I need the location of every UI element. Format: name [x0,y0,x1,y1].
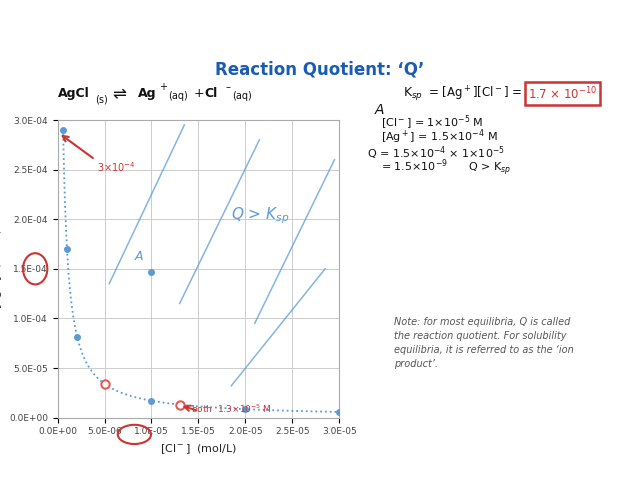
Text: ⇌: ⇌ [112,84,126,103]
Text: both  1.3$\times$10$^{-5}$ M: both 1.3$\times$10$^{-5}$ M [191,402,272,415]
Text: (s): (s) [95,95,108,104]
Text: (aq): (aq) [232,91,252,101]
Y-axis label: [Ag$^+$]  (mol/L): [Ag$^+$] (mol/L) [0,228,6,309]
Text: A: A [374,103,384,118]
Text: +: + [194,87,205,100]
X-axis label: [Cl$^-$]  (mol/L): [Cl$^-$] (mol/L) [160,442,237,456]
Text: Q > K$_{sp}$: Q > K$_{sp}$ [231,205,290,226]
Text: Reaction Quotient: ‘Q’: Reaction Quotient: ‘Q’ [215,60,425,79]
Text: 3$\times$10$^{-4}$: 3$\times$10$^{-4}$ [97,160,136,174]
Text: –: – [225,83,230,92]
Text: (aq): (aq) [168,91,188,101]
Text: Note: for most equilibria, Q is called
the reaction quotient. For solubility
equ: Note: for most equilibria, Q is called t… [394,317,573,369]
Text: +: + [159,83,166,92]
Text: Ag: Ag [138,87,156,100]
Text: [Ag$^+$] = 1.5×10$^{-4}$ M: [Ag$^+$] = 1.5×10$^{-4}$ M [381,128,499,146]
Text: Cl: Cl [205,87,218,100]
Text: AgCl: AgCl [58,87,90,100]
Text: [Cl$^-$] = 1×10$^{-5}$ M: [Cl$^-$] = 1×10$^{-5}$ M [381,113,484,132]
Text: Q = 1.5×10$^{-4}$ × 1×10$^{-5}$: Q = 1.5×10$^{-4}$ × 1×10$^{-5}$ [367,145,505,162]
Text: = 1.5×10$^{-9}$      Q > K$_{sp}$: = 1.5×10$^{-9}$ Q > K$_{sp}$ [381,157,512,179]
Text: = [Ag$^+$][Cl$^-$] =: = [Ag$^+$][Cl$^-$] = [428,84,522,103]
Text: A: A [134,250,143,263]
Text: 1.7 × 10$^{-10}$: 1.7 × 10$^{-10}$ [528,85,597,102]
Text: K$_{sp}$: K$_{sp}$ [403,85,423,102]
